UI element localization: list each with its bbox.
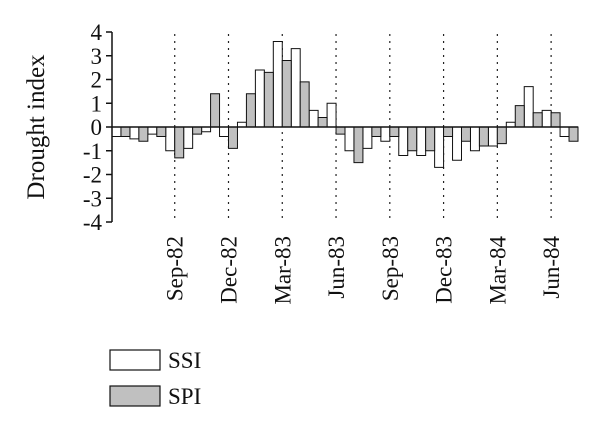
x-tick-label: Sep-83: [378, 236, 403, 301]
spi-bar: [299, 81, 310, 128]
ssi-bar: [254, 69, 265, 128]
spi-bar: [317, 117, 328, 128]
spi-bar: [228, 126, 238, 149]
legend-swatch-spi: [109, 385, 161, 407]
ssi-bar: [469, 126, 480, 152]
ssi-bar: [362, 126, 373, 149]
legend-label-ssi: SSI: [168, 348, 201, 373]
y-tick-label: 1: [91, 91, 103, 116]
legend: SSI SPI: [109, 348, 201, 409]
spi-bar: [120, 126, 131, 137]
spi-bar: [281, 60, 292, 128]
ssi-bar: [380, 126, 391, 142]
ssi-bar: [308, 109, 319, 128]
ssi-bar: [129, 126, 140, 140]
y-tick-label: 3: [91, 44, 103, 69]
y-tick-label: -4: [83, 210, 103, 235]
spi-bar: [407, 126, 418, 152]
ssi-bar: [183, 126, 194, 149]
x-tick-label: Mar-83: [270, 236, 295, 305]
ssi-bar: [452, 126, 462, 161]
x-tick-label: Jun-83: [324, 236, 349, 299]
spi-bar: [245, 93, 256, 128]
bars: [111, 41, 579, 168]
spi-bar: [461, 126, 471, 142]
y-tick-label: -3: [83, 186, 102, 211]
ssi-bar: [487, 126, 498, 147]
spi-bar: [192, 126, 203, 135]
spi-bar: [371, 126, 382, 137]
ssi-bar: [111, 126, 122, 137]
spi-bar: [532, 112, 543, 128]
spi-bar: [496, 126, 507, 145]
ssi-bar: [523, 86, 534, 128]
ssi-bar: [147, 126, 158, 135]
x-tick-label: Jun-84: [539, 236, 564, 299]
spi-bar: [210, 93, 221, 128]
ssi-bar: [434, 126, 445, 168]
spi-bar: [550, 112, 561, 128]
ssi-bar: [416, 126, 427, 156]
spi-bar: [514, 105, 525, 128]
x-tick-label: Dec-82: [217, 236, 242, 304]
spi-bar: [568, 126, 579, 142]
x-tick-label: Dec-83: [432, 236, 457, 304]
x-tick-label: Sep-82: [163, 236, 188, 301]
ssi-bar: [559, 126, 570, 137]
y-tick-label: 0: [91, 115, 103, 140]
spi-bar: [174, 126, 185, 159]
ssi-bar: [398, 126, 409, 156]
ssi-bar: [326, 102, 337, 128]
ssi-bar: [272, 41, 283, 128]
spi-bar: [156, 126, 167, 137]
spi-bar: [138, 126, 149, 142]
x-tick-label: Mar-84: [485, 236, 510, 305]
y-tick-label: 2: [91, 68, 103, 93]
legend-swatch-ssi: [109, 349, 161, 371]
ssi-bar: [219, 126, 230, 137]
legend-label-spi: SPI: [168, 384, 201, 409]
y-tick-label: -2: [83, 163, 102, 188]
spi-bar: [425, 126, 436, 152]
y-tick-label: -1: [83, 139, 102, 164]
ssi-bar: [541, 109, 552, 128]
spi-bar: [335, 126, 346, 135]
ssi-bar: [344, 126, 355, 152]
y-tick-label: 4: [91, 20, 103, 45]
spi-bar: [478, 126, 489, 147]
spi-bar: [389, 126, 400, 137]
spi-bar: [443, 126, 454, 137]
ssi-bar: [290, 48, 301, 128]
spi-bar: [353, 126, 364, 164]
y-axis-label: Drought index: [23, 54, 50, 200]
ssi-bar: [165, 126, 176, 152]
spi-bar: [263, 71, 274, 128]
